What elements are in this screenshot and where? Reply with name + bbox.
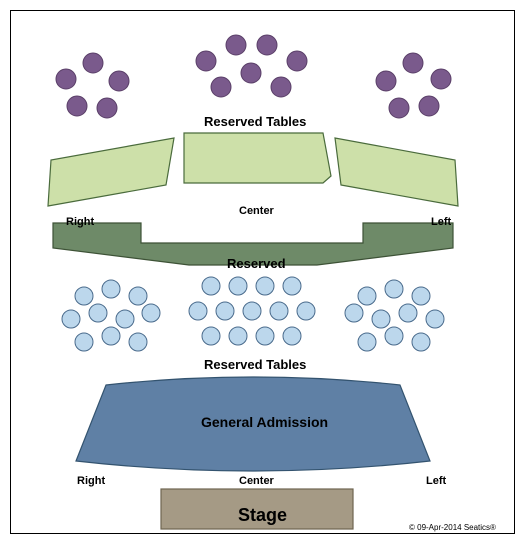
lower-table-dot[interactable] — [426, 310, 444, 328]
label-right-upper: Right — [66, 216, 94, 228]
upper-table-dot[interactable] — [389, 98, 409, 118]
lower-table-dot[interactable] — [62, 310, 80, 328]
label-stage: Stage — [238, 505, 287, 526]
label-reserved-tables-top: Reserved Tables — [204, 114, 306, 129]
lower-table-dot[interactable] — [297, 302, 315, 320]
label-general-admission: General Admission — [201, 414, 328, 430]
lower-table-dot[interactable] — [256, 327, 274, 345]
lower-table-dot[interactable] — [283, 277, 301, 295]
lower-table-dot[interactable] — [102, 327, 120, 345]
upper-table-dot[interactable] — [226, 35, 246, 55]
lower-table-dot[interactable] — [216, 302, 234, 320]
upper-table-dot[interactable] — [271, 77, 291, 97]
lower-table-dot[interactable] — [129, 287, 147, 305]
upper-table-dot[interactable] — [419, 96, 439, 116]
lower-table-dot[interactable] — [202, 327, 220, 345]
upper-table-dot[interactable] — [109, 71, 129, 91]
lower-table-dot[interactable] — [75, 287, 93, 305]
lower-table-dot[interactable] — [412, 333, 430, 351]
label-left-lower: Left — [426, 475, 446, 487]
label-center-lower: Center — [239, 475, 274, 487]
lower-table-dot[interactable] — [102, 280, 120, 298]
lower-table-dot[interactable] — [189, 302, 207, 320]
lower-table-dot[interactable] — [256, 277, 274, 295]
label-right-lower: Right — [77, 475, 105, 487]
upper-table-dot[interactable] — [376, 71, 396, 91]
lower-table-dot[interactable] — [399, 304, 417, 322]
lower-table-dot[interactable] — [89, 304, 107, 322]
lower-table-dot[interactable] — [385, 280, 403, 298]
upper-table-dot[interactable] — [67, 96, 87, 116]
upper-table-dot[interactable] — [211, 77, 231, 97]
reserved-section-right[interactable] — [48, 138, 174, 206]
label-center-upper: Center — [239, 205, 274, 217]
lower-table-dot[interactable] — [372, 310, 390, 328]
lower-table-dot[interactable] — [142, 304, 160, 322]
credit-text: © 09-Apr-2014 Seatics® — [409, 523, 496, 532]
upper-table-dot[interactable] — [287, 51, 307, 71]
seating-chart-frame: Reserved Tables Center Right Left Reserv… — [10, 10, 515, 534]
reserved-section-left[interactable] — [335, 138, 458, 206]
lower-table-dot[interactable] — [116, 310, 134, 328]
label-reserved-tables-lower: Reserved Tables — [204, 357, 306, 372]
reserved-section-center[interactable] — [184, 133, 331, 183]
lower-table-dot[interactable] — [345, 304, 363, 322]
lower-table-dot[interactable] — [412, 287, 430, 305]
label-left-upper: Left — [431, 216, 451, 228]
upper-table-dot[interactable] — [241, 63, 261, 83]
lower-table-dot[interactable] — [75, 333, 93, 351]
shapes-layer — [11, 11, 516, 535]
lower-table-dot[interactable] — [243, 302, 261, 320]
lower-table-dot[interactable] — [270, 302, 288, 320]
lower-table-dot[interactable] — [229, 277, 247, 295]
lower-table-dot[interactable] — [358, 333, 376, 351]
lower-table-dot[interactable] — [358, 287, 376, 305]
upper-table-dot[interactable] — [257, 35, 277, 55]
lower-table-dot[interactable] — [385, 327, 403, 345]
upper-table-dot[interactable] — [403, 53, 423, 73]
lower-table-dot[interactable] — [283, 327, 301, 345]
lower-table-dot[interactable] — [202, 277, 220, 295]
upper-table-dot[interactable] — [56, 69, 76, 89]
upper-table-dot[interactable] — [431, 69, 451, 89]
upper-table-dot[interactable] — [97, 98, 117, 118]
label-reserved: Reserved — [227, 256, 286, 271]
upper-table-dot[interactable] — [83, 53, 103, 73]
upper-table-dot[interactable] — [196, 51, 216, 71]
lower-table-dot[interactable] — [229, 327, 247, 345]
lower-table-dot[interactable] — [129, 333, 147, 351]
